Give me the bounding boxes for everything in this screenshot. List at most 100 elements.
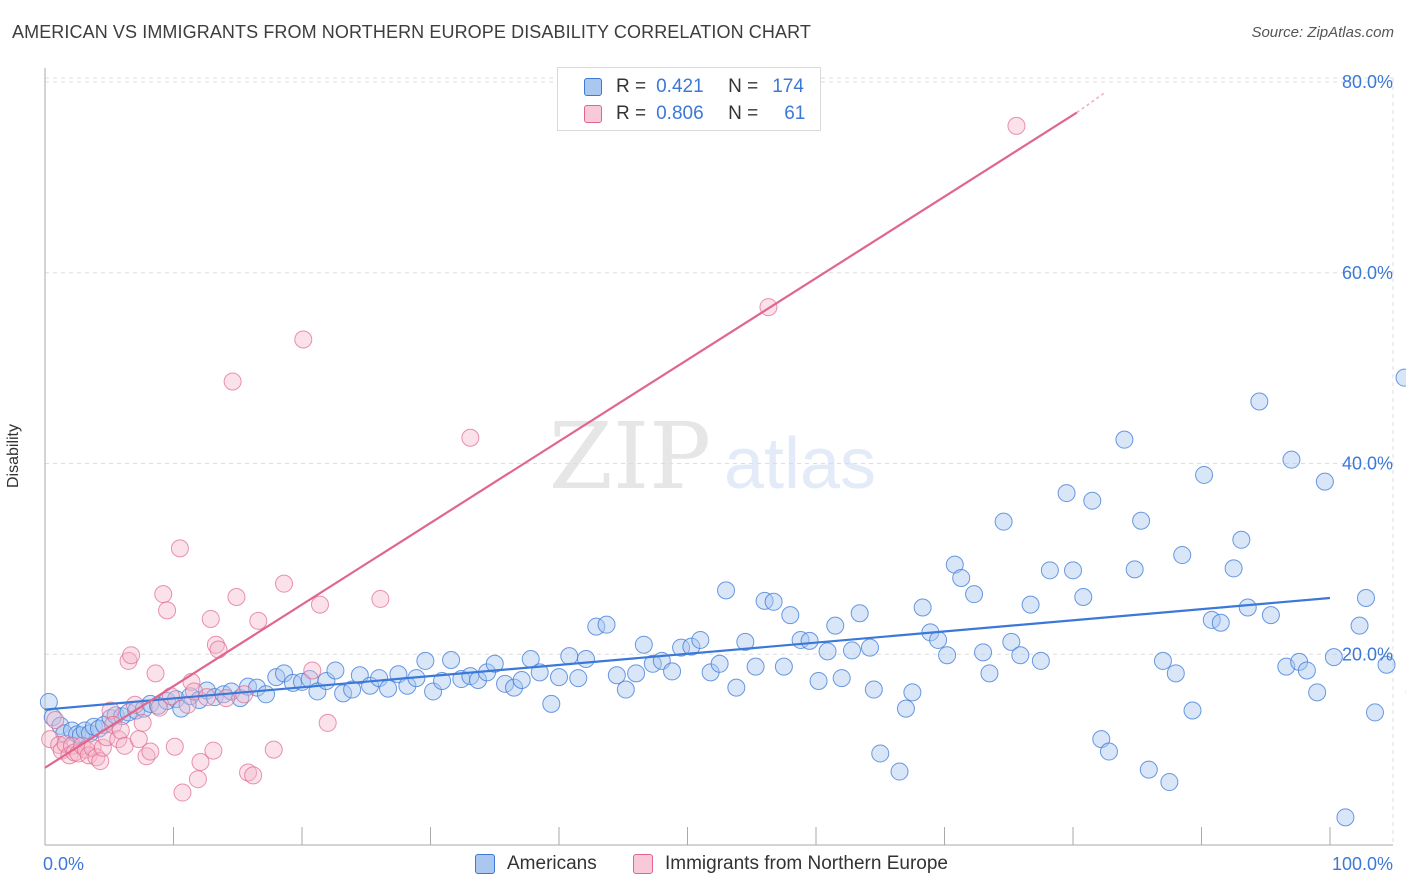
stats-legend: R = 0.421 N = 174 R = 0.806 N = 61 (557, 67, 821, 131)
americans-point (1336, 808, 1355, 827)
immigrants-trend-extension (1076, 91, 1106, 114)
americans-point (1297, 661, 1316, 680)
americans-point (755, 591, 774, 610)
immigrants-point (1007, 116, 1026, 135)
y-tick-label: 60.0% (1342, 263, 1393, 283)
americans-point (1261, 606, 1280, 625)
immigrants-point (133, 713, 152, 732)
americans-point (994, 512, 1013, 531)
x-tick-label: 100.0% (1332, 854, 1393, 874)
immigrants-point (461, 428, 480, 447)
source-credit: Source: ZipAtlas.com (1251, 24, 1394, 41)
americans-point (1238, 598, 1257, 617)
immigrants-point (101, 701, 120, 720)
americans-point (1315, 472, 1334, 491)
americans-point (616, 680, 635, 699)
americans-point (1115, 430, 1134, 449)
americans-point (442, 650, 461, 669)
n-value: 61 (784, 103, 806, 124)
americans-point (952, 568, 971, 587)
immigrants-point (209, 640, 228, 659)
americans-point (1324, 648, 1343, 667)
americans-point (1183, 701, 1202, 720)
americans-point (1395, 368, 1406, 387)
americans-point (1153, 651, 1172, 670)
immigrants-point (173, 783, 192, 802)
americans-point (597, 615, 616, 634)
y-tick-label: 20.0% (1342, 644, 1393, 664)
americans-point (871, 744, 890, 763)
americans-point (1083, 491, 1102, 510)
immigrants-point (170, 539, 189, 558)
americans-point (569, 669, 588, 688)
americans-point (75, 721, 94, 740)
grid-lines (45, 77, 1394, 845)
americans-point (746, 657, 765, 676)
americans-point (607, 666, 626, 685)
americans-point (1211, 613, 1230, 632)
americans-point (530, 663, 549, 682)
immigrants-point (93, 738, 112, 757)
americans-point (832, 669, 851, 688)
americans-point (1040, 561, 1059, 580)
americans-point (896, 699, 915, 718)
americans-point (1021, 595, 1040, 614)
immigrants-point (235, 685, 254, 704)
americans-point (370, 669, 389, 688)
americans-point (496, 674, 515, 693)
americans-point (424, 682, 443, 701)
n-label: N = (728, 76, 759, 97)
americans-point (663, 662, 682, 681)
immigrants-point (318, 713, 337, 732)
blue-swatch-icon (584, 78, 602, 96)
immigrants-point (371, 589, 390, 608)
immigrants-point (111, 721, 130, 740)
americans-point (1011, 646, 1030, 665)
americans-point (39, 692, 58, 711)
americans-point (1224, 559, 1243, 578)
americans-point (1350, 616, 1369, 635)
r-value: 0.421 (656, 76, 704, 97)
immigrants-point (165, 737, 184, 756)
r-label: R = (616, 76, 647, 97)
series-legend: Americans Immigrants from Northern Europ… (0, 851, 1406, 879)
immigrants-point (310, 595, 329, 614)
y-tick-label: 80.0% (1342, 72, 1393, 92)
immigrants-point (122, 646, 141, 665)
americans-point (634, 635, 653, 654)
immigrants-point (154, 585, 173, 604)
americans-point (800, 631, 819, 650)
americans-point (682, 637, 701, 656)
blue-swatch-icon (475, 854, 495, 874)
americans-point (560, 647, 579, 666)
americans-point (257, 685, 276, 704)
americans-point (416, 651, 435, 670)
watermark-zip: ZIP (549, 403, 711, 510)
tick-labels: 20.0% 40.0% 60.0% 80.0% 0.0% 100.0% (43, 72, 1393, 874)
americans-point (512, 671, 531, 690)
americans-point (1232, 530, 1251, 549)
americans-point (913, 598, 932, 617)
americans-point (627, 664, 646, 683)
legend-row-americans: R = 0.421 N = 174 (558, 73, 804, 101)
americans-point (326, 661, 345, 680)
americans-point (890, 762, 909, 781)
americans-point (717, 581, 736, 600)
immigrants-point (141, 742, 160, 761)
pink-swatch-icon (633, 854, 653, 874)
americans-point (710, 654, 729, 673)
legend-immigrants[interactable]: Immigrants from Northern Europe (633, 853, 948, 875)
n-label: N = (728, 103, 759, 124)
americans-point (842, 641, 861, 660)
americans-point (965, 585, 984, 604)
americans-point (727, 678, 746, 697)
legend-row-immigrants: R = 0.806 N = 61 (558, 100, 805, 128)
legend-americans[interactable]: Americans (475, 853, 597, 875)
immigrants-point (294, 330, 313, 349)
americans-point (1282, 450, 1301, 469)
americans-point (1365, 703, 1384, 722)
americans-point (1308, 683, 1327, 702)
americans-point (1377, 655, 1396, 674)
americans-point (860, 638, 879, 657)
americans-point (818, 642, 837, 661)
